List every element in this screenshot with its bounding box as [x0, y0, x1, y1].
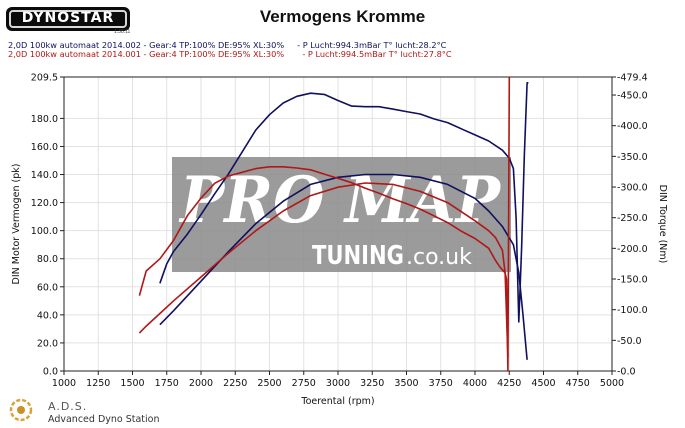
- y-tick-label: 40.0: [37, 310, 58, 321]
- x-tick-label: 3000: [326, 378, 350, 389]
- page-title: Vermogens Kromme: [259, 7, 426, 26]
- y2-tick-label: -479.4: [617, 73, 648, 84]
- footer-subtitle: Advanced Dyno Station: [48, 414, 160, 425]
- x-tick-label: 3250: [360, 378, 384, 389]
- x-tick-label: 2250: [223, 378, 247, 389]
- footer-brand: A.D.S.: [48, 400, 88, 413]
- x-axis-label: Toerental (rpm): [300, 396, 374, 407]
- x-tick-label: 4250: [497, 378, 521, 389]
- x-tick-label: 3750: [429, 378, 453, 389]
- y-tick-label: 160.0: [31, 142, 58, 153]
- chart-labels: 1000 1250 1500 1750 2000 2250 2500 2750 3000 3250…: [11, 73, 668, 408]
- x-tick-label: 3500: [394, 378, 418, 389]
- x-tick-label: 1750: [155, 378, 179, 389]
- y2-tick-label: -300.0: [617, 183, 648, 194]
- y-tick-label: 140.0: [31, 170, 58, 181]
- y-tick-label: 20.0: [37, 338, 58, 349]
- y-tick-label: 209.5: [31, 73, 58, 84]
- y2-axis-label: DIN Torque (Nm): [657, 185, 668, 264]
- x-tick-label: 4000: [463, 378, 487, 389]
- y-tick-label: 0.0: [43, 367, 58, 378]
- x-tick-label: 4500: [531, 378, 555, 389]
- y-tick-label: 100.0: [31, 226, 58, 237]
- ads-logo-icon: [9, 398, 33, 422]
- series-2014.002-torque: [159, 82, 529, 323]
- series-2014.002-power: [159, 173, 528, 360]
- watermark-line2: TUNING: [312, 241, 404, 271]
- x-tick-label: 4750: [566, 378, 590, 389]
- y2-tick-label: -350.0: [617, 152, 648, 163]
- y2-tick-label: -250.0: [617, 213, 648, 224]
- x-tick-label: 5000: [600, 378, 624, 389]
- watermark-logo: PRO MAP TUNING .co.uk: [172, 157, 511, 272]
- logo-text: DYNOSTAR: [21, 10, 115, 26]
- y-tick-label: 120.0: [31, 198, 58, 209]
- x-tick-label: 2750: [292, 378, 316, 389]
- plot-frame: [63, 76, 613, 372]
- chart-axes: [60, 76, 616, 375]
- y2-tick-label: -100.0: [617, 305, 648, 316]
- y2-tick-label: -150.0: [617, 275, 648, 286]
- y-tick-label: 80.0: [37, 254, 58, 265]
- y2-tick-label: -200.0: [617, 244, 648, 255]
- logo-version: 1.38.11: [114, 29, 131, 35]
- series-layer: [138, 77, 529, 372]
- x-tick-label: 1250: [86, 378, 110, 389]
- y2-tick-label: -0.0: [617, 367, 636, 378]
- x-tick-label: 2500: [257, 378, 281, 389]
- run-info-2014-002: 2,0D 100kw automaat 2014.002 - Gear:4 TP…: [8, 40, 447, 50]
- y2-tick-label: -450.0: [617, 91, 648, 102]
- series-2014.001-torque: [138, 77, 511, 372]
- x-tick-label: 1000: [52, 378, 76, 389]
- x-tick-label: 1500: [120, 378, 144, 389]
- y-tick-label: 60.0: [37, 282, 58, 293]
- dynostar-logo: DYNOSTAR: [6, 7, 130, 31]
- y2-tick-label: -50.0: [617, 336, 642, 347]
- x-tick-label: 2000: [189, 378, 213, 389]
- y-tick-label: 180.0: [31, 114, 58, 125]
- watermark-domain: .co.uk: [406, 245, 472, 270]
- y-axis-label: DIN Motor Vermogen (pk): [11, 164, 22, 285]
- y2-tick-label: -400.0: [617, 121, 648, 132]
- run-info-2014-001: 2,0D 100kw automaat 2014.001 - Gear:4 TP…: [8, 49, 452, 59]
- series-2014.001-power: [138, 182, 509, 358]
